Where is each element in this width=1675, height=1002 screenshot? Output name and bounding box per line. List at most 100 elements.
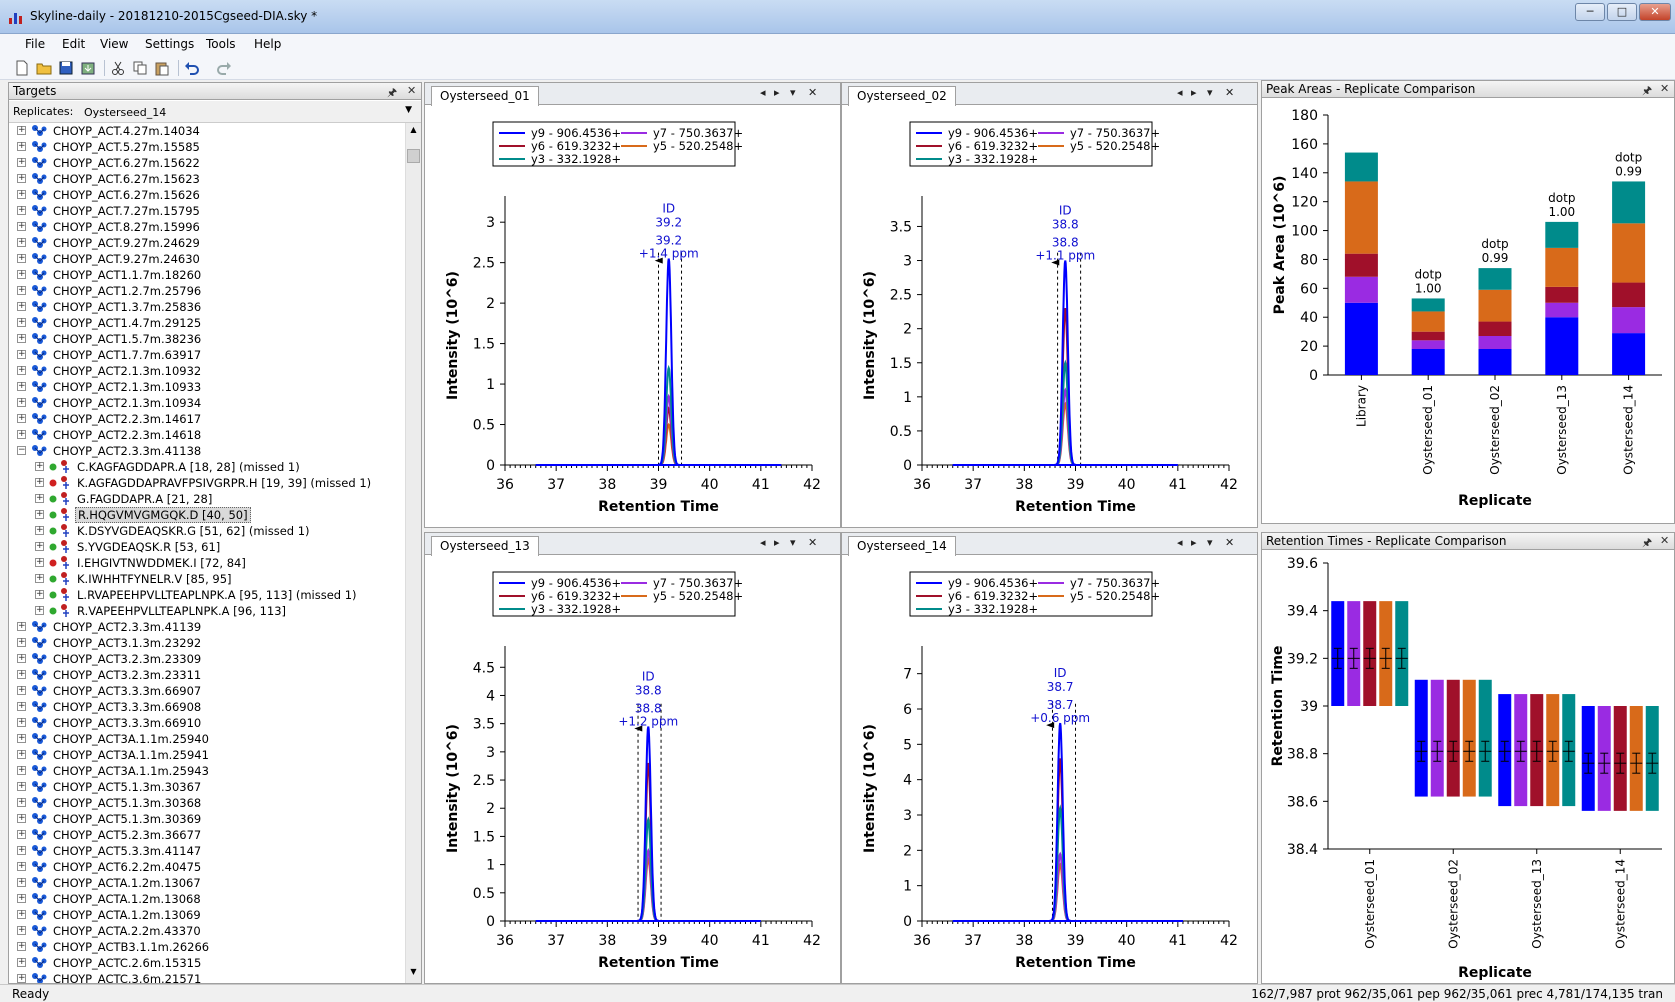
save-icon[interactable] bbox=[58, 60, 74, 76]
expand-icon[interactable]: + bbox=[17, 669, 26, 679]
protein-row[interactable]: − CHOYP_ACT2.3.3m.41138 bbox=[9, 443, 405, 459]
expand-icon[interactable]: + bbox=[17, 301, 26, 311]
scroll-thumb[interactable] bbox=[407, 149, 420, 163]
menu-edit[interactable]: Edit bbox=[62, 37, 86, 51]
protein-row[interactable]: + CHOYP_ACT1.3.7m.25836 bbox=[9, 299, 405, 315]
scroll-left-icon[interactable]: ◂ bbox=[1177, 86, 1183, 99]
peptide-row[interactable]: + L.RVAPEEHPVLLTEAPLNPK.A [95, 113] (miss… bbox=[9, 587, 405, 603]
protein-row[interactable]: + CHOYP_ACT3.2.3m.23309 bbox=[9, 651, 405, 667]
expand-icon[interactable]: + bbox=[17, 813, 26, 823]
protein-row[interactable]: + CHOYP_ACT6.2.2m.40475 bbox=[9, 859, 405, 875]
protein-row[interactable]: + CHOYP_ACTC.3.6m.21571 bbox=[9, 971, 405, 983]
cut-icon[interactable] bbox=[110, 60, 126, 76]
open-icon[interactable] bbox=[36, 60, 52, 76]
tab-menu-icon[interactable]: ▾ bbox=[790, 536, 796, 549]
expand-icon[interactable]: + bbox=[17, 269, 26, 279]
protein-row[interactable]: + CHOYP_ACT2.2.3m.14618 bbox=[9, 427, 405, 443]
peptide-row[interactable]: + K.DSYVGDEAQSKR.G [51, 62] (missed 1) bbox=[9, 523, 405, 539]
collapse-icon[interactable]: − bbox=[17, 445, 26, 455]
close-icon[interactable]: ✕ bbox=[407, 84, 417, 97]
protein-row[interactable]: + CHOYP_ACT5.1.3m.30369 bbox=[9, 811, 405, 827]
import-icon[interactable] bbox=[80, 60, 96, 76]
protein-row[interactable]: + CHOYP_ACT.6.27m.15623 bbox=[9, 171, 405, 187]
protein-row[interactable]: + CHOYP_ACT5.1.3m.30367 bbox=[9, 779, 405, 795]
expand-icon[interactable]: + bbox=[35, 541, 44, 551]
protein-row[interactable]: + CHOYP_ACT.4.27m.14034 bbox=[9, 123, 405, 139]
protein-row[interactable]: + CHOYP_ACT1.1.7m.18260 bbox=[9, 267, 405, 283]
peptide-row[interactable]: + R.VAPEEHPVLLTEAPLNPK.A [96, 113] bbox=[9, 603, 405, 619]
protein-row[interactable]: + CHOYP_ACTA.1.2m.13068 bbox=[9, 891, 405, 907]
scroll-right-icon[interactable]: ▸ bbox=[1191, 86, 1197, 99]
protein-row[interactable]: + CHOYP_ACTA.1.2m.13067 bbox=[9, 875, 405, 891]
expand-icon[interactable]: + bbox=[17, 397, 26, 407]
chromatogram-tab[interactable]: Oysterseed_02 bbox=[848, 86, 956, 106]
protein-row[interactable]: + CHOYP_ACT.7.27m.15795 bbox=[9, 203, 405, 219]
expand-icon[interactable]: + bbox=[17, 285, 26, 295]
expand-icon[interactable]: + bbox=[17, 349, 26, 359]
protein-row[interactable]: + CHOYP_ACT5.2.3m.36677 bbox=[9, 827, 405, 843]
scroll-right-icon[interactable]: ▸ bbox=[1191, 536, 1197, 549]
chromatogram-tab[interactable]: Oysterseed_13 bbox=[431, 536, 539, 556]
protein-row[interactable]: + CHOYP_ACT.8.27m.15996 bbox=[9, 219, 405, 235]
protein-row[interactable]: + CHOYP_ACT1.5.7m.38236 bbox=[9, 331, 405, 347]
tab-menu-icon[interactable]: ▾ bbox=[1207, 536, 1213, 549]
protein-row[interactable]: + CHOYP_ACT3A.1.1m.25940 bbox=[9, 731, 405, 747]
expand-icon[interactable]: + bbox=[17, 173, 26, 183]
expand-icon[interactable]: + bbox=[17, 365, 26, 375]
expand-icon[interactable]: + bbox=[17, 749, 26, 759]
undo-icon[interactable] bbox=[184, 60, 200, 76]
pin-icon[interactable]: 🖈 bbox=[387, 86, 398, 99]
expand-icon[interactable]: + bbox=[17, 381, 26, 391]
expand-icon[interactable]: + bbox=[35, 525, 44, 535]
protein-row[interactable]: + CHOYP_ACT3.3.3m.66907 bbox=[9, 683, 405, 699]
protein-row[interactable]: + CHOYP_ACTA.2.2m.43370 bbox=[9, 923, 405, 939]
expand-icon[interactable]: + bbox=[17, 845, 26, 855]
peptide-row[interactable]: + K.IWHHTFYNELR.V [85, 95] bbox=[9, 571, 405, 587]
protein-row[interactable]: + CHOYP_ACT.9.27m.24630 bbox=[9, 251, 405, 267]
expand-icon[interactable]: + bbox=[17, 861, 26, 871]
protein-row[interactable]: + CHOYP_ACT.5.27m.15585 bbox=[9, 139, 405, 155]
scroll-down-icon[interactable]: ▼ bbox=[410, 967, 417, 976]
menu-help[interactable]: Help bbox=[254, 37, 282, 51]
expand-icon[interactable]: + bbox=[17, 221, 26, 231]
expand-icon[interactable]: + bbox=[35, 573, 44, 583]
protein-row[interactable]: + CHOYP_ACT2.2.3m.14617 bbox=[9, 411, 405, 427]
expand-icon[interactable]: + bbox=[17, 957, 26, 967]
close-icon[interactable]: ✕ bbox=[1225, 536, 1235, 549]
menu-file[interactable]: File bbox=[25, 37, 46, 51]
menu-view[interactable]: View bbox=[100, 37, 129, 51]
expand-icon[interactable]: + bbox=[17, 237, 26, 247]
protein-row[interactable]: + CHOYP_ACT2.1.3m.10933 bbox=[9, 379, 405, 395]
expand-icon[interactable]: + bbox=[17, 685, 26, 695]
expand-icon[interactable]: + bbox=[35, 477, 44, 487]
new-icon[interactable] bbox=[14, 60, 30, 76]
protein-row[interactable]: + CHOYP_ACTC.2.6m.15315 bbox=[9, 955, 405, 971]
expand-icon[interactable]: + bbox=[17, 429, 26, 439]
expand-icon[interactable]: + bbox=[17, 797, 26, 807]
expand-icon[interactable]: + bbox=[35, 589, 44, 599]
protein-row[interactable]: + CHOYP_ACTB3.1.1m.26266 bbox=[9, 939, 405, 955]
pin-icon[interactable]: 🖈 bbox=[1642, 536, 1653, 549]
expand-icon[interactable]: + bbox=[17, 909, 26, 919]
replicates-dropdown[interactable]: Oysterseed_14 ▼ bbox=[77, 103, 417, 121]
expand-icon[interactable]: + bbox=[17, 189, 26, 199]
scroll-right-icon[interactable]: ▸ bbox=[774, 536, 780, 549]
expand-icon[interactable]: + bbox=[17, 973, 26, 983]
expand-icon[interactable]: + bbox=[17, 893, 26, 903]
peptide-row[interactable]: + R.HQGVMVGMGQK.D [40, 50] bbox=[9, 507, 405, 523]
pin-icon[interactable]: 🖈 bbox=[1642, 84, 1653, 97]
expand-icon[interactable]: + bbox=[17, 317, 26, 327]
expand-icon[interactable]: + bbox=[17, 733, 26, 743]
expand-icon[interactable]: + bbox=[17, 877, 26, 887]
protein-row[interactable]: + CHOYP_ACT3A.1.1m.25943 bbox=[9, 763, 405, 779]
minimize-button[interactable]: ─ bbox=[1575, 3, 1605, 21]
expand-icon[interactable]: + bbox=[35, 493, 44, 503]
expand-icon[interactable]: + bbox=[17, 253, 26, 263]
chromatogram-tab[interactable]: Oysterseed_01 bbox=[431, 86, 539, 106]
peptide-row[interactable]: + C.KAGFAGDDAPR.A [18, 28] (missed 1) bbox=[9, 459, 405, 475]
protein-row[interactable]: + CHOYP_ACT5.3.3m.41147 bbox=[9, 843, 405, 859]
expand-icon[interactable]: + bbox=[17, 637, 26, 647]
expand-icon[interactable]: + bbox=[17, 157, 26, 167]
protein-row[interactable]: + CHOYP_ACT.6.27m.15626 bbox=[9, 187, 405, 203]
expand-icon[interactable]: + bbox=[17, 413, 26, 423]
